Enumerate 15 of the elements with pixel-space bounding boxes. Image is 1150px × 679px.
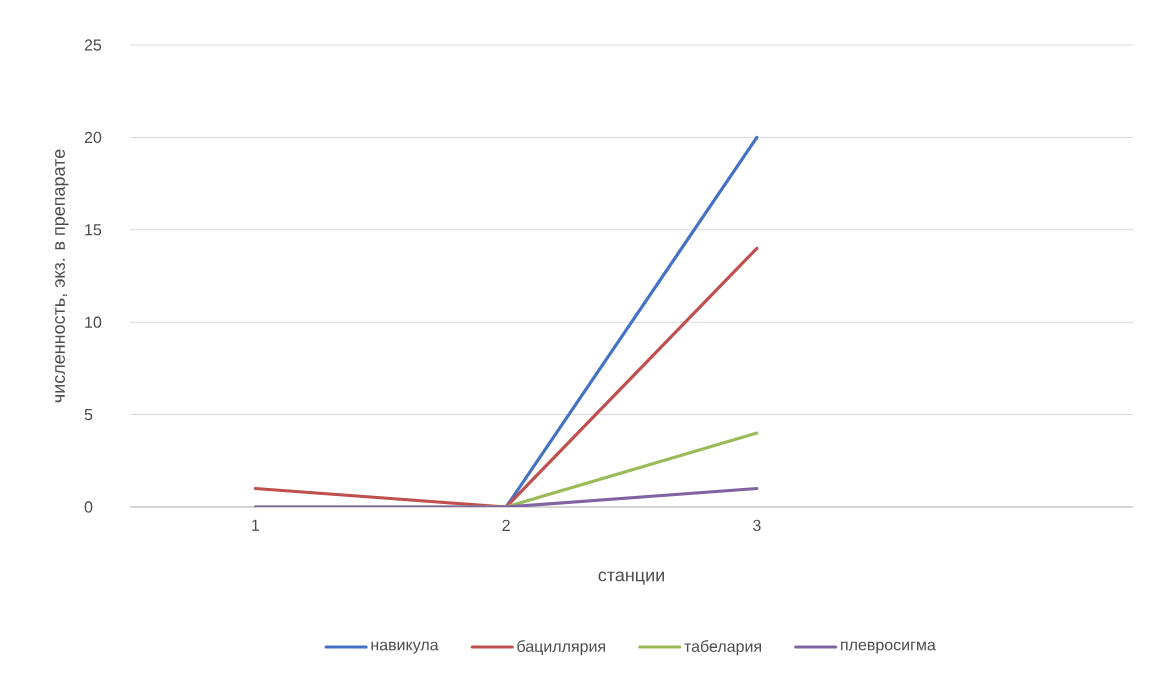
y-tick-label: 25	[84, 39, 102, 51]
legend-label: навикула	[371, 641, 439, 654]
x-tick-label: 2	[502, 519, 510, 531]
y-tick-label: 20	[84, 131, 102, 144]
legend-label: табелария	[684, 640, 761, 656]
x-axis-title: станции	[598, 571, 664, 585]
x-tick-label: 1	[252, 519, 260, 531]
y-tick-label: 0	[84, 501, 93, 513]
y-axis-title: численность, экз. в препарате	[55, 149, 69, 403]
x-tick-label: 3	[753, 519, 761, 532]
legend-label: плевросигма	[841, 641, 936, 654]
y-tick-label: 10	[85, 316, 102, 328]
y-tick-label: 5	[84, 409, 93, 421]
y-tick-label: 15	[85, 224, 102, 236]
legend-label: бациллярия	[517, 640, 606, 656]
